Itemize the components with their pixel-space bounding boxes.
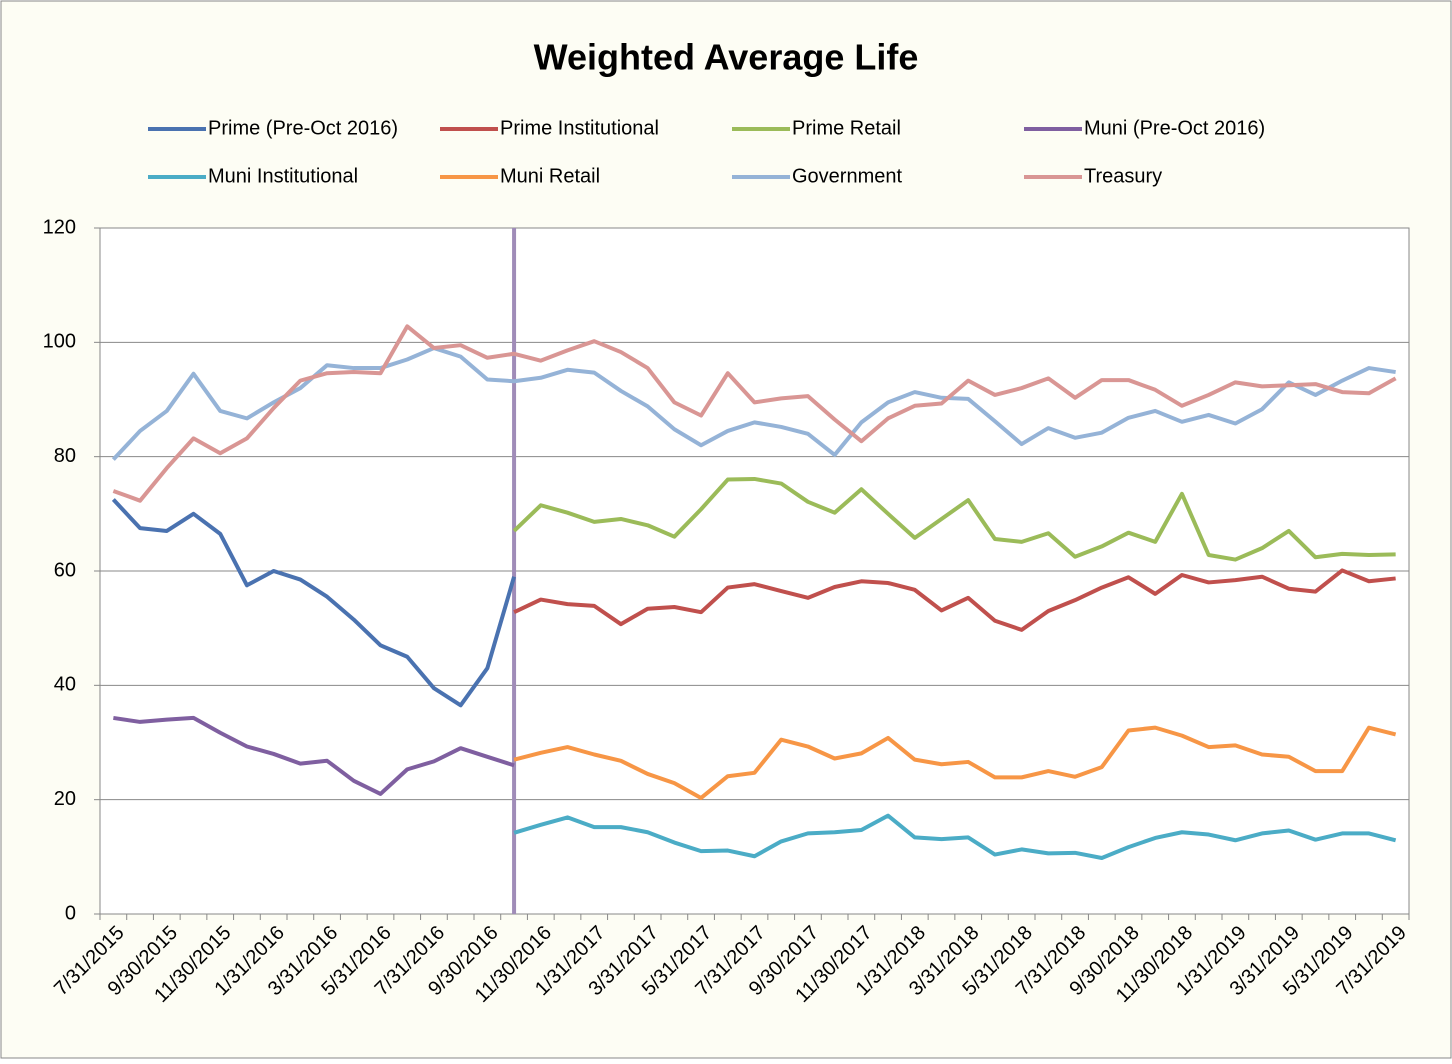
legend-label: Prime Retail bbox=[792, 117, 901, 139]
series-line bbox=[513, 725, 1397, 800]
legend-label: Muni Retail bbox=[500, 165, 600, 187]
legend-label: Prime (Pre-Oct 2016) bbox=[208, 117, 398, 139]
legend-label: Prime Institutional bbox=[500, 117, 659, 139]
y-tick-label: 40 bbox=[54, 674, 76, 696]
y-tick-label: 20 bbox=[54, 788, 76, 810]
series-line bbox=[111, 498, 516, 708]
y-tick-label: 0 bbox=[65, 902, 76, 924]
legend-label: Muni Institutional bbox=[208, 165, 358, 187]
legend-label: Treasury bbox=[1084, 165, 1162, 187]
series-line bbox=[513, 568, 1396, 632]
series-line bbox=[113, 715, 515, 796]
series-line bbox=[512, 476, 1396, 562]
y-tick-label: 100 bbox=[43, 331, 76, 353]
chart-title: Weighted Average Life bbox=[534, 37, 919, 78]
y-tick-label: 80 bbox=[54, 445, 76, 467]
series-line bbox=[513, 813, 1397, 860]
y-tick-label: 120 bbox=[43, 216, 76, 238]
legend-label: Muni (Pre-Oct 2016) bbox=[1084, 117, 1265, 139]
y-tick-label: 60 bbox=[54, 559, 76, 581]
series-line bbox=[112, 324, 1397, 503]
series-line bbox=[111, 346, 1396, 461]
legend-label: Government bbox=[792, 165, 902, 187]
